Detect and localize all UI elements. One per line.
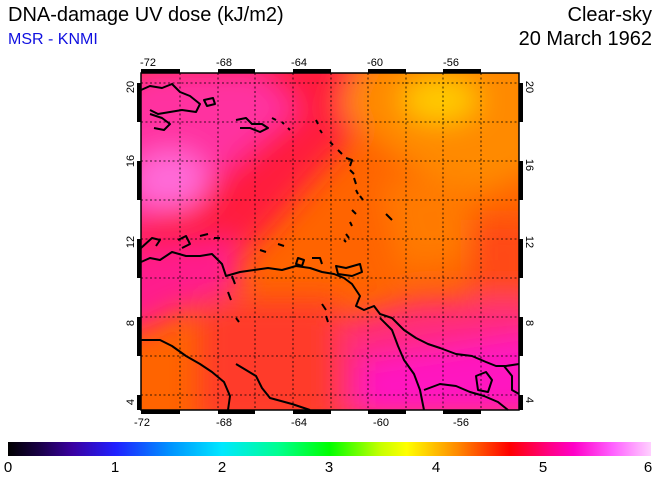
data-source-label: MSR - KNMI [8,31,98,48]
colorbar-label-0: 0 [3,459,13,476]
colorbar-label-2: 2 [217,459,227,476]
coastlines [140,83,520,411]
lat-tick-right-2: 16 [523,159,535,171]
lat-tick-left-3: 12 [125,236,137,248]
map-grid [141,73,519,410]
lat-tick-left-4: 8 [125,320,137,326]
colorbar-label-6: 6 [643,459,653,476]
sky-condition-label: Clear-sky [567,4,652,26]
colorbar-label-3: 3 [324,459,334,476]
lat-tick-left-1: 20 [125,81,137,93]
lon-tick-top-3: -64 [291,57,307,69]
lon-tick-bottom-2: -68 [216,417,232,429]
lat-tick-right-5: 4 [523,397,535,403]
colorbar-label-5: 5 [538,459,548,476]
lon-tick-top-5: -56 [443,57,459,69]
lon-tick-top-1: -72 [140,57,156,69]
map-title: DNA-damage UV dose (kJ/m2) [8,4,284,26]
lon-tick-top-4: -60 [367,57,383,69]
lat-tick-left-2: 16 [125,155,137,167]
date-label: 20 March 1962 [518,28,652,50]
uv-dose-field [141,73,519,410]
colorbar-label-1: 1 [110,459,120,476]
lon-tick-bottom-3: -64 [291,417,307,429]
lat-tick-left-5: 4 [125,399,137,405]
colorbar-label-4: 4 [431,459,441,476]
uv-dose-map: -72 -68 -64 -60 -56 -72 -68 -64 -60 -56 … [125,57,535,429]
lon-tick-top-2: -68 [216,57,232,69]
lat-tick-right-1: 20 [523,81,535,93]
lon-tick-bottom-4: -60 [373,417,389,429]
lon-tick-bottom-1: -72 [134,417,150,429]
map-border-bars [137,69,523,414]
lon-tick-bottom-5: -56 [453,417,469,429]
lat-tick-right-3: 12 [523,236,535,248]
color-scale-bar [8,442,651,456]
lat-tick-right-4: 8 [523,320,535,326]
